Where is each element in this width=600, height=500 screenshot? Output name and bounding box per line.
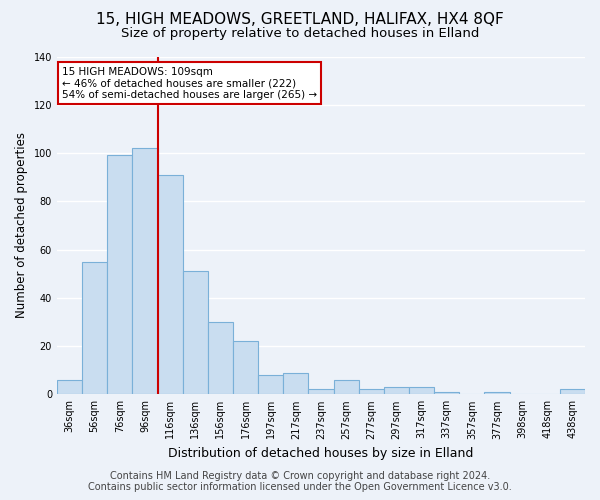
Bar [308,390,334,394]
Bar [57,380,82,394]
Text: 15 HIGH MEADOWS: 109sqm
← 46% of detached houses are smaller (222)
54% of semi-d: 15 HIGH MEADOWS: 109sqm ← 46% of detache… [62,66,317,100]
Text: Size of property relative to detached houses in Elland: Size of property relative to detached ho… [121,28,479,40]
Text: Contains HM Land Registry data © Crown copyright and database right 2024.
Contai: Contains HM Land Registry data © Crown c… [88,471,512,492]
Bar [409,387,434,394]
Bar [560,390,585,394]
Bar [107,156,133,394]
Bar [484,392,509,394]
X-axis label: Distribution of detached houses by size in Elland: Distribution of detached houses by size … [168,447,473,460]
Bar [182,271,208,394]
Bar [258,375,283,394]
Y-axis label: Number of detached properties: Number of detached properties [15,132,28,318]
Bar [233,341,258,394]
Bar [434,392,459,394]
Bar [158,174,182,394]
Bar [384,387,409,394]
Bar [208,322,233,394]
Bar [359,390,384,394]
Bar [133,148,158,394]
Bar [334,380,359,394]
Bar [82,262,107,394]
Text: 15, HIGH MEADOWS, GREETLAND, HALIFAX, HX4 8QF: 15, HIGH MEADOWS, GREETLAND, HALIFAX, HX… [96,12,504,28]
Bar [283,372,308,394]
